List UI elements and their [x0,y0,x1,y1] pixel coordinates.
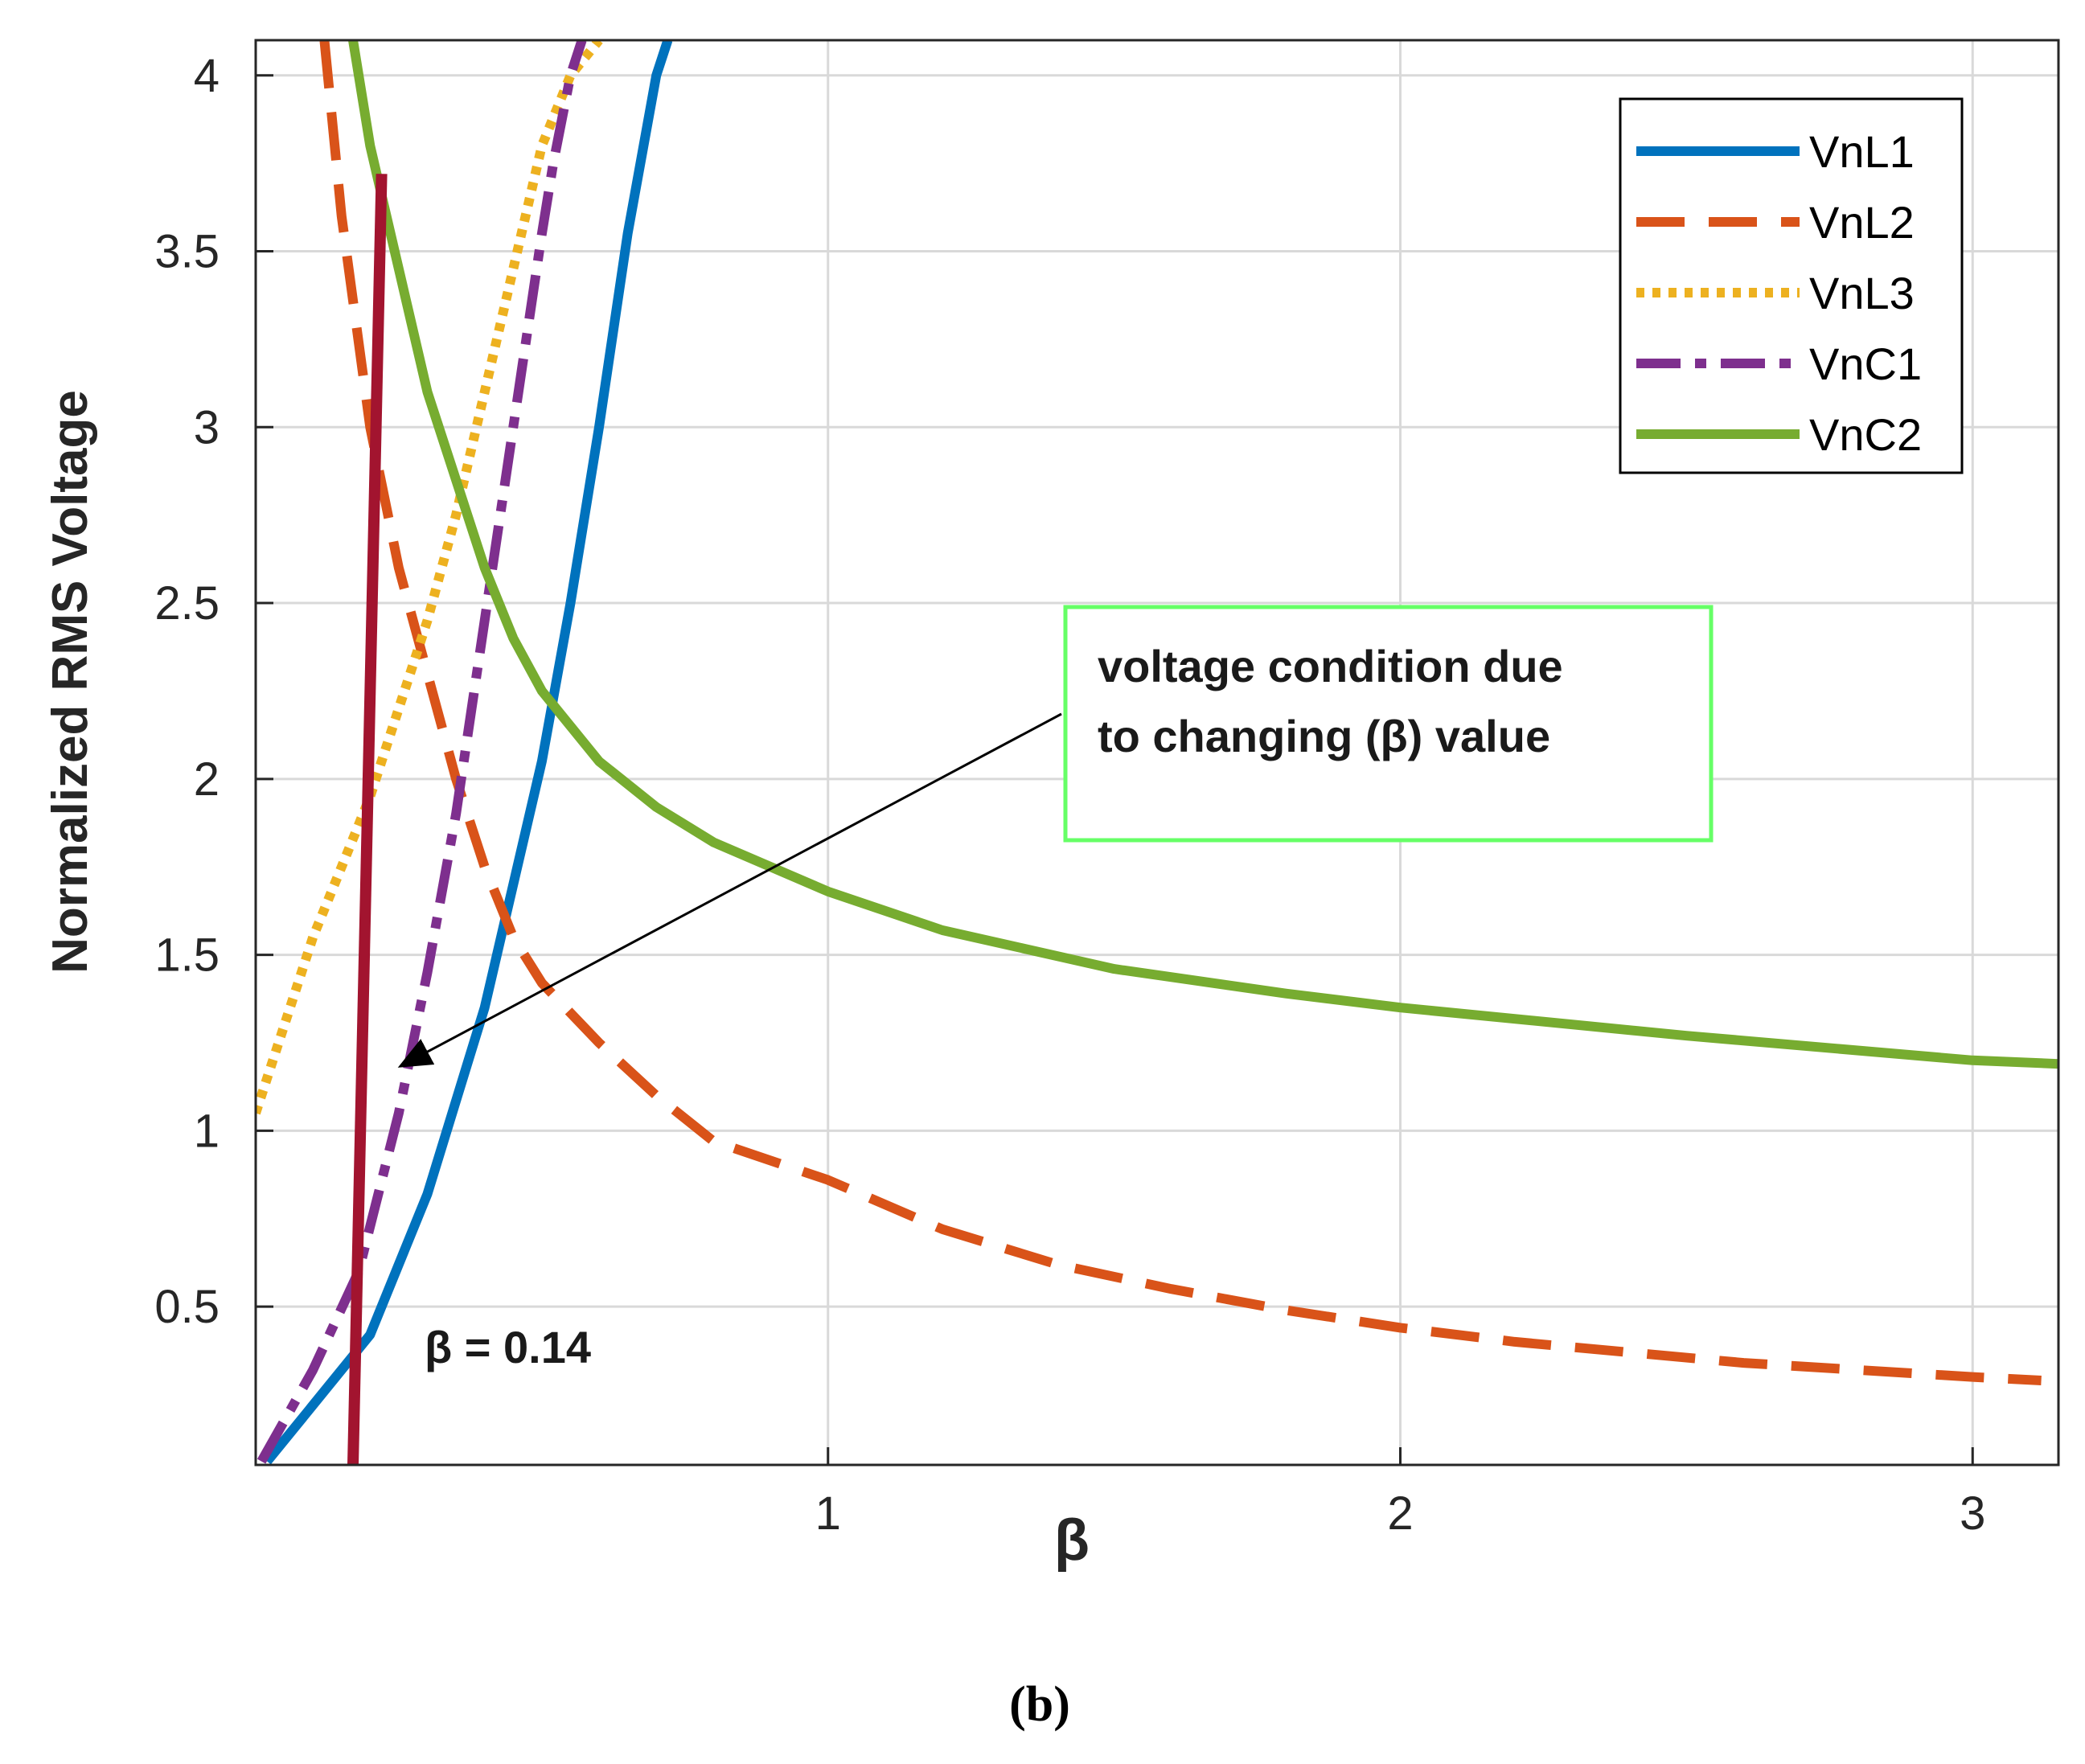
y-tick-label: 4 [194,50,220,102]
y-tick-label: 0.5 [154,1281,220,1333]
y-tick-label: 1.5 [154,929,220,982]
annotation-box: voltage condition due to changing (β) va… [1063,605,1714,843]
plot-frame [254,39,2060,1467]
series-vnc2-line [348,40,2058,1069]
legend-label-vnc1: VnC1 [1809,338,1922,389]
x-tick-label: 1 [815,1487,841,1540]
series-vnl2-line [319,40,2042,1385]
legend-label-vnl2: VnL2 [1809,197,1915,248]
x-axis-label: β [1054,1508,1090,1573]
annotation-line-2: to changing (β) value [1098,711,1550,761]
series-vnl3-line [256,40,603,1115]
beta-value-label: β = 0.14 [425,1322,591,1372]
y-tick-label: 2 [194,753,220,806]
annotation-line-1: voltage condition due [1098,641,1563,691]
x-tick-label: 3 [1960,1487,1985,1540]
y-tick-label: 2.5 [154,577,220,630]
legend-label-vnl1: VnL1 [1809,126,1915,177]
series-vnc1-line [257,40,587,1464]
annotation-arrow [397,712,1062,1068]
figure-caption: (b) [1009,1677,1070,1732]
y-tick-label: 1 [194,1105,220,1157]
legend: VnL1 VnL2 VnL3 VnC1 VnC2 [1619,97,1964,474]
y-tick-label: 3 [194,401,220,453]
ticks: 1 2 3 0.5 1 1.5 2 2.5 3 3.5 4 [154,50,1985,1540]
beta-marker-line [347,174,388,1465]
series-layer [256,40,2058,1465]
legend-label-vnl3: VnL3 [1809,268,1915,318]
y-axis-label: Normalized RMS Voltage [43,390,98,974]
annotation-frame [1063,605,1714,843]
legend-box [1619,97,1964,474]
y-tick-label: 3.5 [154,226,220,278]
x-tick-label: 2 [1387,1487,1413,1540]
legend-label-vnc2: VnC2 [1809,409,1922,460]
